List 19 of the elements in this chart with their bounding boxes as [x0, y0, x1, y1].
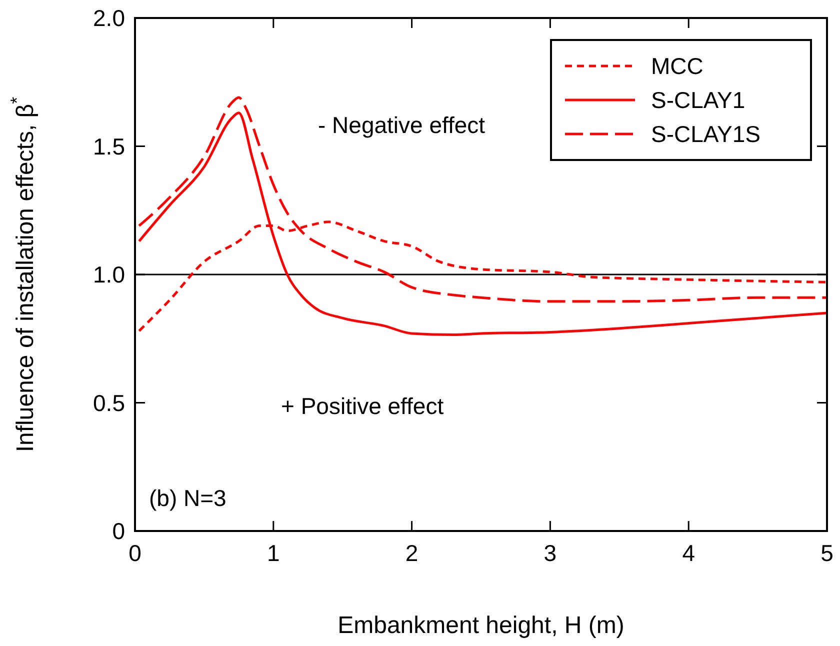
y-tick-label: 0	[112, 518, 125, 544]
legend-label: MCC	[651, 53, 704, 79]
y-tick-label: 2.0	[93, 5, 125, 31]
x-tick-label: 3	[544, 540, 557, 566]
legend-label: S-CLAY1	[651, 87, 746, 113]
x-tick-label: 0	[128, 540, 142, 566]
legend-label: S-CLAY1S	[651, 121, 761, 147]
x-tick-label: 5	[820, 540, 834, 566]
x-tick-label: 2	[405, 540, 418, 566]
line-series	[138, 112, 828, 336]
y-tick-label: 0.5	[93, 390, 125, 416]
annotation: - Negative effect	[318, 112, 486, 138]
y-tick-label: 1.0	[93, 262, 125, 288]
y-tick-label: 1.5	[93, 133, 125, 160]
x-axis-title: Embankment height, H (m)	[338, 612, 624, 639]
x-tick-label: 4	[682, 540, 696, 566]
annotation: (b) N=3	[149, 485, 226, 511]
x-tick-label: 1	[267, 540, 280, 566]
annotation: + Positive effect	[281, 393, 444, 419]
